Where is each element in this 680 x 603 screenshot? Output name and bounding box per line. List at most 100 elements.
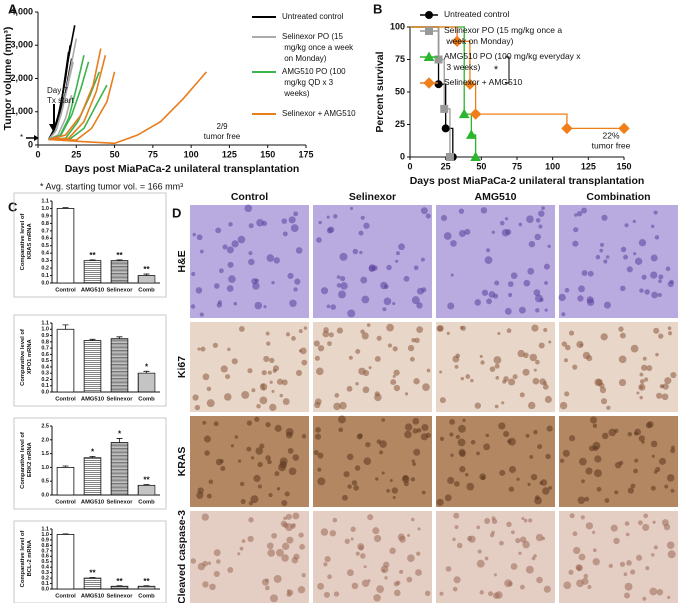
nucleus [667,326,672,331]
nucleus [517,349,525,358]
legend-marker [425,11,433,19]
nucleus [667,550,676,559]
nucleus [608,563,613,569]
nucleus [273,257,280,264]
nucleus [669,279,674,285]
nucleus [506,521,512,528]
nucleus [641,440,645,444]
y-tick-label: 2,000 [10,73,33,83]
error-bar [116,438,123,443]
nucleus [506,328,512,334]
bar [110,442,129,496]
nucleus [572,240,579,247]
nucleus [619,332,626,339]
nucleus [363,222,370,229]
nucleus [416,302,423,309]
nucleus [447,302,455,310]
nucleus [499,469,506,476]
nucleus [510,272,518,280]
nucleus [244,204,253,213]
nucleus [338,290,346,299]
nucleus [455,434,460,439]
y-tick-label: 1.1 [41,320,49,326]
nucleus [226,246,234,254]
nucleus [276,548,284,557]
nucleus [559,401,568,410]
histology-image [190,204,309,318]
nucleus [543,263,550,270]
significance: ** [89,569,96,578]
y-tick-label: 1.1 [41,526,49,532]
nucleus [595,254,601,260]
nucleus [523,518,528,523]
nucleus [263,355,270,363]
nucleus [201,513,209,521]
nucleus [534,496,542,505]
histology-image [559,322,678,412]
nucleus [416,428,422,433]
y-tick-label: 0.5 [41,358,49,364]
nucleus [515,538,521,544]
nucleus [343,471,350,478]
nucleus [447,476,455,485]
bar [56,328,75,393]
nucleus [413,265,419,271]
nucleus [467,536,473,542]
nucleus [565,344,571,351]
nucleus [366,323,371,327]
nucleus [192,394,199,401]
bar [137,372,156,393]
nucleus [670,488,675,493]
nucleus [501,401,505,405]
nucleus [518,551,522,555]
nucleus [403,275,410,282]
nucleus [581,479,585,484]
y-tick-label: 1.0 [41,327,49,333]
y-tick-label: 25 [395,119,405,129]
y-tick-label: 0.1 [41,273,49,279]
nucleus [646,365,653,372]
nucleus [326,215,330,219]
nucleus [332,517,338,523]
tumor-growth-line [48,25,76,140]
nucleus [379,450,384,455]
nucleus [301,434,307,439]
nucleus [281,218,288,224]
marker [440,104,449,113]
nucleus [421,490,426,495]
nucleus [209,583,216,591]
nucleus [541,206,545,210]
nucleus [422,383,430,391]
nucleus [230,444,234,448]
nucleus [638,383,646,391]
annotation: Tx start [47,96,74,105]
nucleus [283,516,287,521]
y-tick-label: 0.7 [41,346,49,352]
y-tick-label: 1.5 [41,451,49,457]
nucleus [417,287,424,295]
marker [561,122,573,135]
nucleus [227,567,234,573]
marker [445,153,454,161]
nucleus [392,301,396,306]
tissue [313,322,432,412]
nucleus [386,323,394,332]
nucleus [411,517,415,522]
legend-marker [423,51,435,61]
nucleus [203,435,211,443]
nucleus [578,285,585,293]
nucleus [328,332,334,338]
nucleus [247,368,253,374]
nucleus [359,250,363,255]
nucleus [295,247,303,254]
nucleus [298,532,304,538]
nucleus [449,432,454,437]
nucleus [456,542,463,549]
nucleus [452,537,456,542]
nucleus [416,551,421,556]
nucleus [255,447,264,455]
nucleus [228,222,233,227]
nucleus [518,222,523,227]
nucleus [360,215,365,220]
bar [110,585,129,590]
